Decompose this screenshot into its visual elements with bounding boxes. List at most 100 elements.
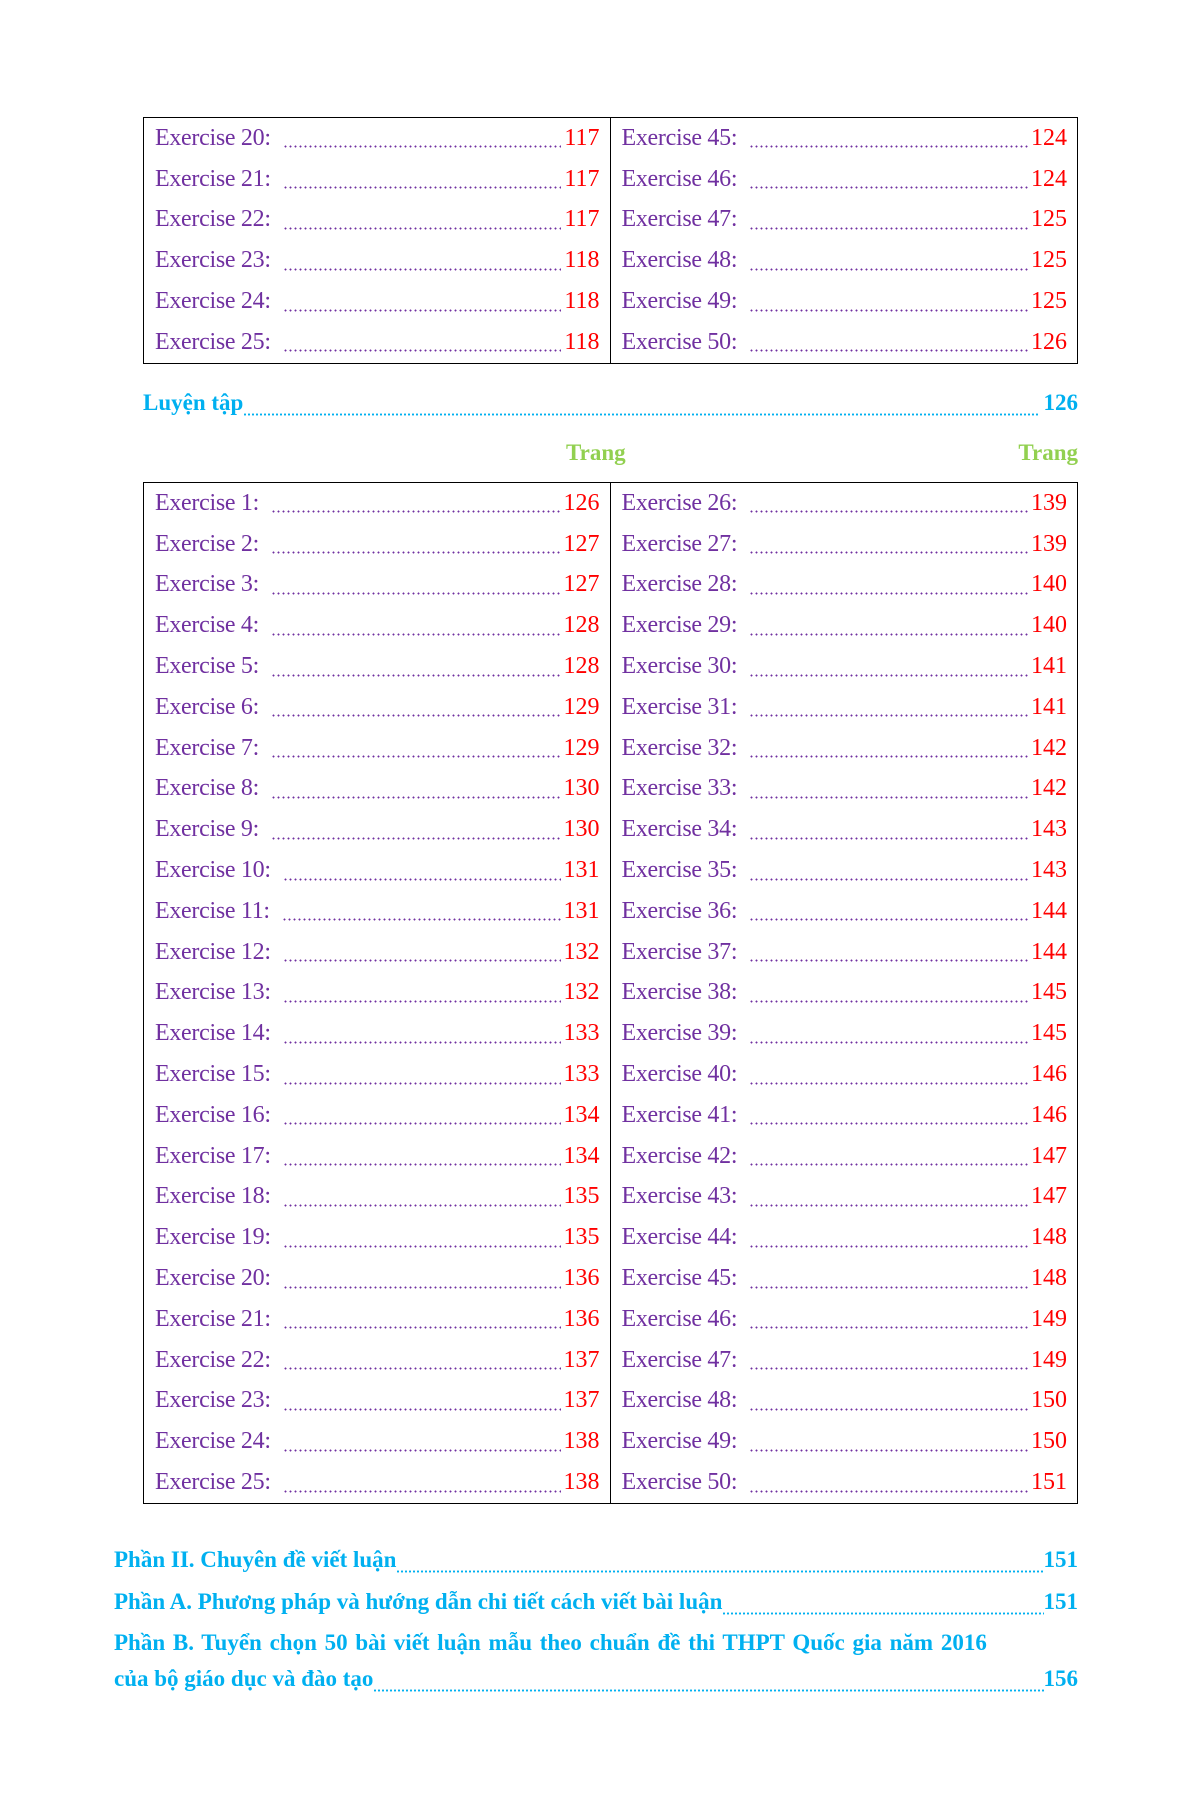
- toc-row[interactable]: Exercise 7: 129: [155, 728, 600, 769]
- toc-entry-phan-a[interactable]: Phần A. Phương pháp và hướng dẫn chi tiế…: [114, 1589, 1078, 1615]
- page-number: 136: [563, 1305, 600, 1332]
- toc-row[interactable]: Exercise 20: 136: [155, 1258, 600, 1299]
- toc-row[interactable]: Exercise 22: 137: [155, 1340, 600, 1381]
- exercise-label: Exercise 8:: [155, 775, 259, 802]
- toc-entry-phan-b-line1[interactable]: Phần B. Tuyển chọn 50 bài viết luận mẫu …: [114, 1630, 1086, 1656]
- page-number: 151: [1031, 1469, 1067, 1496]
- toc-row[interactable]: Exercise 37: 144: [622, 932, 1068, 973]
- toc-row[interactable]: Exercise 19: 135: [155, 1217, 600, 1258]
- toc-row[interactable]: Exercise 46: 124: [622, 159, 1068, 200]
- toc-row[interactable]: Exercise 12: 132: [155, 932, 600, 973]
- dot-leader: [749, 1062, 1028, 1087]
- page-number: 143: [1031, 857, 1067, 884]
- toc-row[interactable]: Exercise 21: 136: [155, 1299, 600, 1340]
- toc-row[interactable]: Exercise 45: 124: [622, 118, 1068, 159]
- toc-row[interactable]: Exercise 47: 149: [622, 1340, 1068, 1381]
- toc-row[interactable]: Exercise 22: 117: [155, 200, 600, 241]
- toc-row[interactable]: Exercise 16: 134: [155, 1095, 600, 1136]
- toc-row[interactable]: Exercise 32: 142: [622, 728, 1068, 769]
- toc-row[interactable]: Exercise 34: 143: [622, 809, 1068, 850]
- toc-row[interactable]: Exercise 21: 117: [155, 159, 600, 200]
- toc-row[interactable]: Exercise 23: 137: [155, 1381, 600, 1422]
- dot-leader: [749, 817, 1028, 842]
- toc-row[interactable]: Exercise 43: 147: [622, 1177, 1068, 1218]
- toc-row[interactable]: Exercise 4: 128: [155, 605, 600, 646]
- exercise-label: Exercise 27:: [621, 530, 738, 557]
- toc-row[interactable]: Exercise 35: 143: [622, 850, 1068, 891]
- toc-row[interactable]: Exercise 48: 150: [622, 1381, 1068, 1422]
- exercise-label: Exercise 1:: [155, 489, 259, 516]
- toc-row[interactable]: Exercise 1: 126: [155, 483, 600, 524]
- exercise-label: Exercise 49:: [621, 288, 738, 315]
- toc-row[interactable]: Exercise 17: 134: [155, 1136, 600, 1177]
- exercise-label: Exercise 26:: [621, 489, 738, 516]
- dot-leader: [282, 289, 562, 314]
- toc-row[interactable]: Exercise 44: 148: [622, 1217, 1068, 1258]
- page-number: 126: [563, 489, 600, 516]
- toc-row[interactable]: Exercise 39: 145: [622, 1013, 1068, 1054]
- exercise-label: Exercise 46:: [621, 1305, 738, 1332]
- toc-row[interactable]: Exercise 40: 146: [622, 1054, 1068, 1095]
- toc-row[interactable]: Exercise 5: 128: [155, 646, 600, 687]
- page-number: 128: [563, 612, 600, 639]
- toc-row[interactable]: Exercise 41: 146: [622, 1095, 1068, 1136]
- toc-row[interactable]: Exercise 26: 139: [622, 483, 1068, 524]
- toc-row[interactable]: Exercise 33: 142: [622, 769, 1068, 810]
- dot-leader: [271, 695, 561, 720]
- toc-row[interactable]: Exercise 8: 130: [155, 769, 600, 810]
- page-number: 127: [563, 530, 600, 557]
- dot-leader: [282, 126, 562, 151]
- toc-row[interactable]: Exercise 45: 148: [622, 1258, 1068, 1299]
- dot-leader: [749, 207, 1028, 232]
- dot-leader: [271, 736, 561, 761]
- toc-row[interactable]: Exercise 49: 150: [622, 1421, 1068, 1462]
- toc-entry-phan-b-line2[interactable]: của bộ giáo dục và đào tạo 156: [114, 1666, 1078, 1692]
- toc-row[interactable]: Exercise 2: 127: [155, 524, 600, 565]
- toc-row[interactable]: Exercise 50: 126: [622, 322, 1068, 363]
- dot-leader: [749, 1021, 1028, 1046]
- toc-row[interactable]: Exercise 50: 151: [622, 1462, 1068, 1503]
- dot-leader: [271, 572, 561, 597]
- entry-page: 151: [1043, 1589, 1079, 1614]
- toc-row[interactable]: Exercise 25: 118: [155, 322, 600, 363]
- toc-row[interactable]: Exercise 18: 135: [155, 1177, 600, 1218]
- toc-row[interactable]: Exercise 47: 125: [622, 200, 1068, 241]
- dot-leader: [749, 167, 1028, 192]
- toc-row[interactable]: Exercise 6: 129: [155, 687, 600, 728]
- entry-label: Phần II. Chuyên đề viết luận: [114, 1547, 397, 1572]
- toc-row[interactable]: Exercise 29: 140: [622, 605, 1068, 646]
- toc-row[interactable]: Exercise 24: 118: [155, 281, 600, 322]
- toc-row[interactable]: Exercise 11: 131: [155, 891, 600, 932]
- page-number: 130: [563, 775, 600, 802]
- exercise-label: Exercise 24:: [155, 288, 271, 315]
- dot-leader: [282, 1103, 561, 1128]
- exercise-label: Exercise 4:: [155, 612, 259, 639]
- toc-row[interactable]: Exercise 3: 127: [155, 565, 600, 606]
- exercise-label: Exercise 33:: [621, 775, 738, 802]
- toc-row[interactable]: Exercise 31: 141: [622, 687, 1068, 728]
- toc-row[interactable]: Exercise 13: 132: [155, 973, 600, 1014]
- dot-leader: [749, 1470, 1028, 1495]
- toc-row[interactable]: Exercise 46: 149: [622, 1299, 1068, 1340]
- toc-row[interactable]: Exercise 20: 117: [155, 118, 600, 159]
- toc-row[interactable]: Exercise 49: 125: [622, 281, 1068, 322]
- page-number: 135: [563, 1183, 600, 1210]
- toc-row[interactable]: Exercise 15: 133: [155, 1054, 600, 1095]
- toc-entry-phan-ii[interactable]: Phần II. Chuyên đề viết luận 151: [114, 1547, 1078, 1573]
- toc-row[interactable]: Exercise 28: 140: [622, 565, 1068, 606]
- toc-row[interactable]: Exercise 10: 131: [155, 850, 600, 891]
- toc-row[interactable]: Exercise 38: 145: [622, 973, 1068, 1014]
- toc-row[interactable]: Exercise 14: 133: [155, 1013, 600, 1054]
- toc-row[interactable]: Exercise 30: 141: [622, 646, 1068, 687]
- toc-row[interactable]: Exercise 27: 139: [622, 524, 1068, 565]
- toc-entry-luyen-tap[interactable]: Luyện tập 126: [143, 390, 1078, 416]
- exercise-label: Exercise 49:: [621, 1428, 738, 1455]
- toc-row[interactable]: Exercise 48: 125: [622, 240, 1068, 281]
- toc-row[interactable]: Exercise 24: 138: [155, 1421, 600, 1462]
- toc-row[interactable]: Exercise 23: 118: [155, 240, 600, 281]
- toc-row[interactable]: Exercise 36: 144: [622, 891, 1068, 932]
- toc-row[interactable]: Exercise 25: 138: [155, 1462, 600, 1503]
- dot-leader: [749, 1225, 1028, 1250]
- toc-row[interactable]: Exercise 42: 147: [622, 1136, 1068, 1177]
- toc-row[interactable]: Exercise 9: 130: [155, 809, 600, 850]
